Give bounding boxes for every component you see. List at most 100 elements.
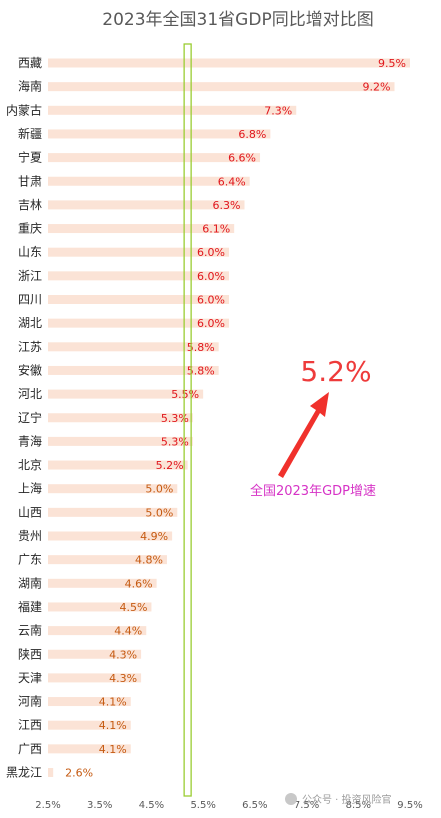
data-label: 6.6% (228, 152, 256, 165)
category-label: 安徽 (18, 362, 42, 377)
bar (48, 578, 157, 588)
annotation-text: 全国2023年GDP增速 (250, 483, 376, 499)
category-label: 广东 (18, 553, 42, 567)
bar (48, 153, 261, 163)
bar (48, 507, 178, 517)
bar (48, 200, 245, 210)
data-label: 4.4% (114, 625, 142, 638)
data-labels: 9.5% 9.2% 7.3% 6.8% 6.6% 6.4% 6.3% 6.1% 6.0% 6.0%… (65, 57, 406, 780)
reference-line (183, 43, 192, 797)
bar (48, 626, 147, 636)
data-label: 4.8% (135, 554, 163, 567)
bar (48, 365, 219, 375)
data-label: 5.2% (156, 459, 184, 472)
x-tick-label: 8.5% (346, 800, 371, 811)
data-label: 4.3% (109, 648, 137, 661)
category-label: 四川 (18, 293, 42, 307)
data-label: 4.1% (99, 719, 127, 732)
bar (48, 649, 142, 659)
x-tick-label: 4.5% (139, 800, 164, 811)
category-label: 湖南 (18, 575, 42, 590)
category-label: 广西 (18, 742, 42, 756)
data-label: 2.6% (65, 767, 93, 780)
category-label: 吉林 (18, 198, 42, 212)
annotation-group: 5.2% 全国2023年GDP增速 (250, 355, 376, 499)
bar (48, 744, 131, 754)
bar (48, 58, 410, 68)
bar (48, 460, 188, 470)
category-label: 上海 (18, 481, 42, 496)
data-label: 6.8% (238, 128, 266, 141)
data-label: 6.0% (197, 270, 225, 283)
category-label: 浙江 (18, 269, 42, 283)
category-label: 云南 (18, 623, 42, 638)
watermark-text: 公众号 · 投资风险官 (302, 793, 392, 806)
bar (48, 82, 395, 92)
data-label: 5.8% (187, 364, 215, 377)
category-labels: 西藏海南内蒙古新疆宁夏甘肃吉林重庆山东浙江四川湖北江苏安徽河北辽宁青海北京上海山… (6, 56, 42, 780)
data-label: 5.3% (161, 412, 189, 425)
category-label: 山西 (18, 505, 42, 519)
category-label: 福建 (18, 599, 42, 614)
category-label: 黑龙江 (6, 766, 42, 780)
data-label: 6.3% (213, 199, 241, 212)
bar (48, 531, 173, 541)
x-tick-label: 6.5% (242, 800, 267, 811)
category-label: 重庆 (18, 222, 42, 236)
data-label: 5.8% (187, 341, 215, 354)
category-label: 辽宁 (18, 410, 42, 425)
category-label: 天津 (18, 671, 42, 685)
annotation-value: 5.2% (300, 355, 371, 388)
x-tick-label: 2.5% (35, 800, 60, 811)
data-label: 4.3% (109, 672, 137, 685)
bar (48, 673, 142, 683)
data-label: 9.5% (378, 57, 406, 70)
category-label: 贵州 (18, 529, 42, 543)
data-label: 5.0% (145, 506, 173, 519)
data-label: 6.0% (197, 317, 225, 330)
bar (48, 555, 167, 565)
bar (48, 129, 271, 139)
bar (48, 697, 131, 707)
x-axis-ticks: 2.5% 3.5% 4.5% 5.5% 6.5% 7.5% 8.5% 9.5% (35, 800, 422, 811)
bar (48, 389, 204, 399)
category-label: 内蒙古 (6, 102, 42, 117)
bar (48, 318, 229, 328)
data-label: 6.1% (202, 223, 230, 236)
category-label: 北京 (18, 458, 42, 472)
bar (48, 602, 152, 612)
bar (48, 768, 54, 777)
data-label: 5.0% (145, 483, 173, 496)
bar (48, 271, 229, 281)
category-label: 河北 (18, 387, 42, 401)
category-label: 山东 (18, 245, 42, 259)
bar (48, 413, 193, 423)
data-label: 4.1% (99, 696, 127, 709)
category-label: 河南 (18, 694, 42, 709)
chart-title: 2023年全国31省GDP同比增对比图 (102, 10, 373, 30)
x-tick-label: 3.5% (87, 800, 112, 811)
bar (48, 342, 219, 352)
annotation-arrow-icon (278, 392, 329, 478)
bar (48, 484, 178, 494)
data-label: 5.3% (161, 435, 189, 448)
data-label: 6.4% (218, 175, 246, 188)
data-label: 4.9% (140, 530, 168, 543)
x-tick-label: 9.5% (397, 800, 422, 811)
category-label: 湖北 (18, 315, 42, 330)
category-label: 陕西 (18, 646, 42, 661)
category-label: 甘肃 (18, 174, 42, 188)
x-tick-label: 5.5% (190, 800, 215, 811)
data-label: 6.0% (197, 246, 225, 259)
category-label: 宁夏 (18, 150, 42, 165)
category-label: 青海 (18, 433, 42, 448)
reference-line-group (183, 43, 192, 797)
data-label: 4.1% (99, 743, 127, 756)
category-label: 江苏 (18, 340, 42, 354)
bar (48, 247, 229, 257)
bar (48, 436, 193, 446)
data-label: 4.6% (125, 577, 153, 590)
category-label: 海南 (18, 79, 42, 94)
data-label: 9.2% (363, 81, 391, 94)
